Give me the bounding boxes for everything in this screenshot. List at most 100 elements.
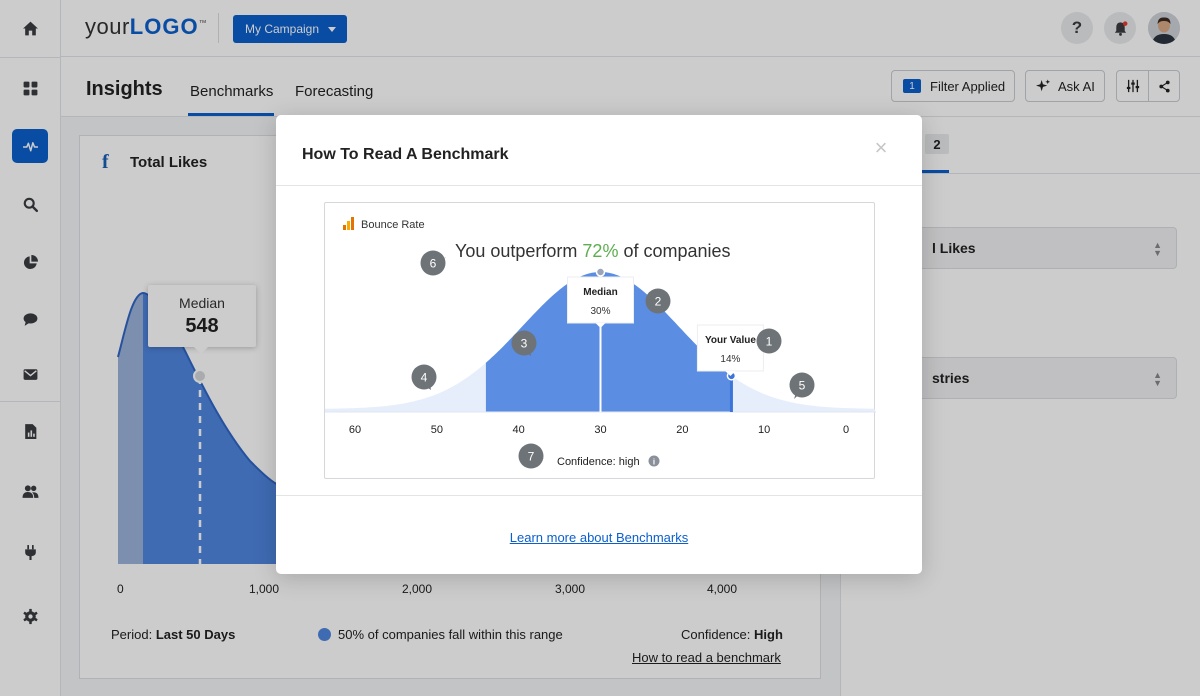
notification-bell-icon[interactable] [1104,12,1136,44]
settings-gear-icon[interactable] [12,599,48,633]
callout-number: 7 [528,450,535,464]
callout-badge [518,443,544,469]
median-marker [193,369,207,383]
help-icon[interactable]: ? [1061,12,1093,44]
callout-number: 1 [766,335,773,349]
up-down-icon: ▲ ▼ [1153,240,1162,258]
callout-number: 2 [655,295,662,309]
tab-benchmarks[interactable]: Benchmarks [190,83,274,100]
callout-badge [645,288,671,314]
tab-forecasting[interactable]: Forecasting [295,83,374,100]
x-tick-label: 60 [349,424,361,436]
report-icon[interactable] [12,414,48,448]
filter-label: Filter Applied [930,78,1006,94]
confidence-value: High [754,627,783,642]
facebook-icon: f [102,151,109,173]
x-tick: 1,000 [249,582,280,596]
dashboard-grid-icon[interactable] [12,71,48,105]
median-tooltip-box [567,276,634,324]
median-marker [595,267,606,277]
info-icon-glyph: i [653,458,655,467]
mail-icon[interactable] [12,357,48,391]
likes-distribution-chart [117,291,281,564]
sidebar-divider [0,401,61,402]
home-icon[interactable] [12,11,48,45]
metric-select[interactable]: l Likes ▲ ▼ [881,227,1177,269]
info-icon [648,455,660,467]
outperform-headline: You outperform 72% of companies [455,241,731,261]
close-icon[interactable]: × [874,135,888,160]
panel-tab-indicator [921,170,949,173]
callout-badge [789,372,815,398]
period-value: Last 50 Days [155,627,236,642]
user-avatar[interactable] [1148,12,1180,44]
adjust-sliders-icon[interactable] [1117,71,1149,101]
up-down-icon: ▲ ▼ [1153,370,1162,388]
analytics-bars-icon [343,217,354,230]
callout-badge [420,250,446,276]
insights-pulse-icon[interactable] [12,129,48,163]
callout-number: 6 [430,257,437,271]
page-title: Insights [86,78,163,100]
distribution-range-area [485,272,732,412]
outperform-percent: 72% [582,241,619,261]
x-tick: 4,000 [707,582,738,596]
sparkle-icon [1036,78,1051,91]
median-tooltip-label: Median [583,287,617,298]
metric-title: Bounce Rate [361,219,425,231]
callout-badge [411,364,437,390]
confidence-label: Confidence: [681,627,751,642]
benchmark-chart: Median 30% Your Value 14% 60 50 40 30 20 10 0 Confi… [325,250,876,469]
distribution-tail-area [118,293,143,564]
industry-select[interactable]: stries ▲ ▼ [881,357,1177,399]
campaign-label: My Campaign [245,22,320,36]
top-bar: yourLOGO™ My Campaign ? [61,0,1200,57]
sidebar-divider [0,57,61,58]
median-tooltip: Median 548 [148,285,256,354]
filter-count-badge: 1 [903,79,921,93]
panel-divider [841,173,1200,174]
search-icon[interactable] [12,187,48,221]
share-icon[interactable] [1149,71,1179,101]
callout-number: 3 [521,337,528,351]
legend-dot [318,628,331,641]
logo-divider [218,13,219,43]
active-tab-indicator [188,113,274,116]
benchmark-modal: How To Read A Benchmark × Bounce Rate Yo… [276,115,922,574]
industry-select-value: stries [932,370,970,386]
panel-tab-2[interactable]: 2 [925,134,949,154]
x-tick-label: 50 [431,424,443,436]
confidence-info: Confidence: High [681,627,783,642]
callout-badge [511,330,537,356]
your-value-tooltip-value: 14% [720,354,740,365]
ask-ai-button[interactable]: Ask AI [1025,70,1105,102]
users-icon[interactable] [12,474,48,508]
callout-number: 5 [799,379,806,393]
campaign-dropdown[interactable]: My Campaign [233,15,347,43]
filter-applied-button[interactable]: 1 Filter Applied [891,70,1015,102]
chat-bubble-icon[interactable] [12,302,48,336]
metric-select-value: l Likes [932,240,976,256]
x-tick-label: 30 [594,424,606,436]
learn-more-link[interactable]: Learn more about Benchmarks [509,530,689,545]
legend-text: 50% of companies fall within this range [338,627,563,642]
x-tick-label: 40 [513,424,525,436]
callout-number: 4 [421,371,428,385]
plug-icon[interactable] [12,535,48,569]
x-tick: 0 [117,582,124,596]
x-tick: 2,000 [402,582,433,596]
period-info: Period: Last 50 Days [111,627,235,642]
distribution-range-area [143,293,280,564]
benchmark-example: Bounce Rate You outperform 72% of compan… [324,202,876,479]
period-label: Period: [111,627,153,642]
pie-chart-icon[interactable] [12,245,48,279]
x-tick-label: 0 [843,424,849,436]
x-tick-label: 20 [676,424,688,436]
card-title: Total Likes [130,154,208,171]
median-value: 548 [185,315,219,337]
how-to-read-link[interactable]: How to read a benchmark [632,650,781,665]
your-value-tooltip-label: Your Value [705,335,756,346]
logo[interactable]: yourLOGO™ [85,14,208,39]
modal-title: How To Read A Benchmark [302,146,509,163]
view-actions-group [1116,70,1180,102]
